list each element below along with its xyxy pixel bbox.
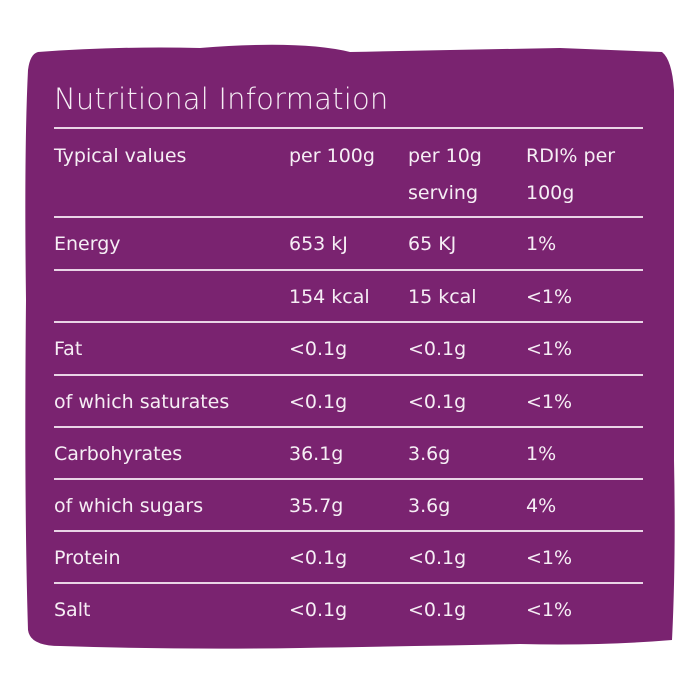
rdi-value: <1% [526, 286, 573, 308]
row-label: Energy [54, 233, 121, 255]
per-serving-value: <0.1g [408, 391, 467, 413]
per-serving-value: 3.6g [408, 495, 451, 517]
row-label: of which saturates [54, 391, 230, 413]
page-title: Nutritional Information [54, 82, 389, 116]
divider [54, 478, 643, 480]
header-per-serving-line2: serving [408, 182, 479, 204]
rdi-value: <1% [526, 338, 573, 360]
per-100g-value: 35.7g [289, 495, 344, 517]
per-serving-value: 15 kcal [408, 286, 477, 308]
header-rdi-line2: 100g [526, 182, 575, 204]
rdi-value: 1% [526, 233, 557, 255]
divider [54, 216, 643, 218]
per-100g-value: 653 kJ [289, 233, 348, 255]
per-serving-value: 65 KJ [408, 233, 457, 255]
divider [54, 269, 643, 271]
rdi-value: 4% [526, 495, 557, 517]
per-serving-value: <0.1g [408, 599, 467, 621]
header-per-serving-line1: per 10g [408, 145, 482, 167]
rdi-value: <1% [526, 391, 573, 413]
divider [54, 127, 643, 129]
divider [54, 582, 643, 584]
row-label: Carbohyrates [54, 443, 183, 465]
divider [54, 321, 643, 323]
header-rdi-line1: RDI% per [526, 145, 616, 167]
per-100g-value: <0.1g [289, 599, 348, 621]
per-serving-value: 3.6g [408, 443, 451, 465]
row-label: of which sugars [54, 495, 204, 517]
rdi-value: 1% [526, 443, 557, 465]
per-serving-value: <0.1g [408, 338, 467, 360]
rdi-value: <1% [526, 547, 573, 569]
divider [54, 374, 643, 376]
divider [54, 426, 643, 428]
row-label: Salt [54, 599, 91, 621]
per-100g-value: <0.1g [289, 391, 348, 413]
row-label: Fat [54, 338, 83, 360]
per-100g-value: <0.1g [289, 547, 348, 569]
header-typical-values: Typical values [54, 145, 187, 167]
per-100g-value: 154 kcal [289, 286, 370, 308]
per-100g-value: <0.1g [289, 338, 348, 360]
per-100g-value: 36.1g [289, 443, 344, 465]
rdi-value: <1% [526, 599, 573, 621]
row-label: Protein [54, 547, 121, 569]
divider [54, 530, 643, 532]
header-per-100g: per 100g [289, 145, 375, 167]
per-serving-value: <0.1g [408, 547, 467, 569]
